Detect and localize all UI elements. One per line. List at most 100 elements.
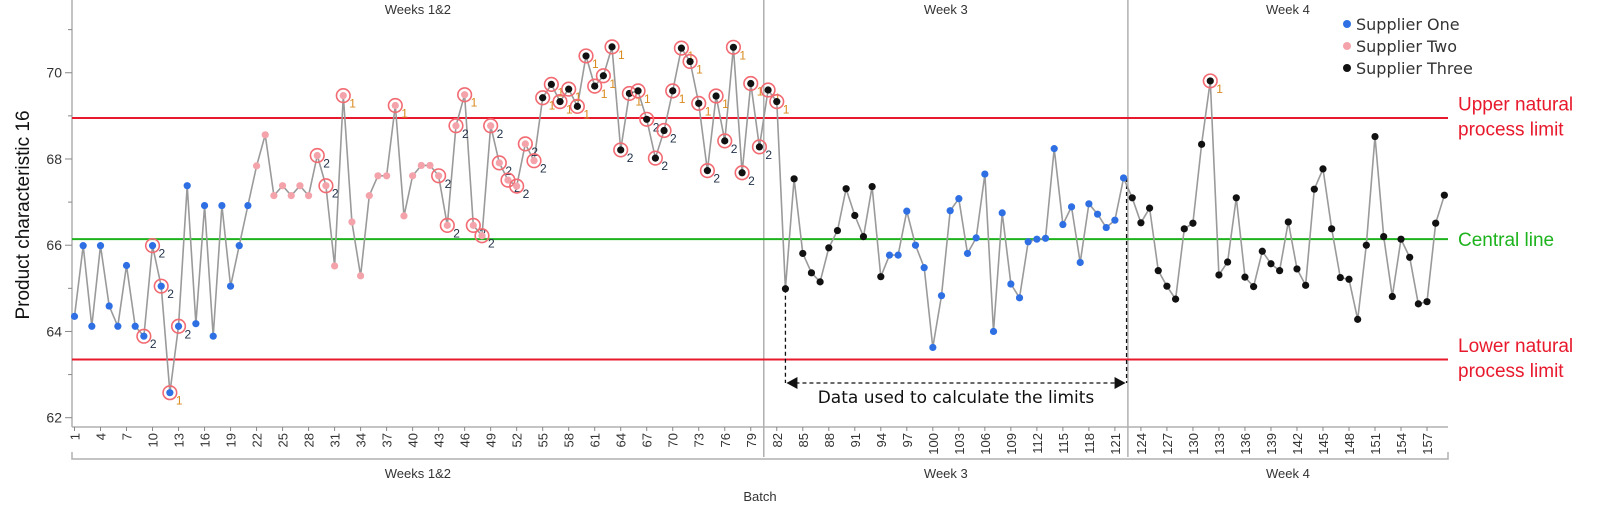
data-point (981, 170, 989, 178)
rule-flag-label: 1 (583, 107, 590, 121)
data-point (1189, 219, 1197, 227)
data-point (738, 169, 746, 177)
data-point (296, 182, 304, 190)
limit-label-upper: Upper natural (1458, 95, 1573, 116)
rule-flag-label: 2 (332, 187, 339, 201)
phase-label-top: Weeks 1&2 (385, 2, 451, 17)
rule-violation-ring (431, 168, 447, 184)
x-tick-label: 142 (1290, 433, 1305, 455)
x-tick-label: 100 (926, 433, 941, 455)
rule-flag-label: 2 (167, 287, 174, 301)
x-tick-label: 85 (796, 433, 811, 447)
x-tick-label: 58 (562, 433, 577, 447)
rule-violation-ring (387, 97, 403, 114)
x-tick-label: 118 (1082, 433, 1097, 454)
rule-violation-ring (448, 118, 464, 134)
data-point (426, 161, 434, 170)
x-tick-label: 49 (484, 433, 499, 447)
data-point (1397, 235, 1405, 243)
x-tick-label: 112 (1030, 433, 1045, 454)
rule-violation-ring (760, 82, 776, 98)
rule-violation-ring (604, 39, 620, 55)
x-axis-title: Batch (743, 489, 776, 504)
data-point (105, 302, 113, 310)
data-point (1137, 219, 1145, 227)
data-point (88, 322, 96, 330)
data-point (495, 159, 503, 167)
rule-violation-ring (587, 78, 603, 94)
data-point (686, 57, 694, 66)
rule-flag-label: 2 (445, 177, 452, 191)
data-point (287, 192, 295, 200)
x-tick-label: 130 (1186, 433, 1201, 455)
x-tick-label: 37 (380, 433, 395, 447)
data-point (790, 175, 798, 183)
data-point (651, 154, 659, 162)
data-point (773, 98, 781, 106)
data-point (825, 244, 833, 252)
rule-violation-ring (509, 178, 525, 194)
x-tick-label: 52 (510, 433, 525, 447)
x-tick-label: 31 (328, 433, 343, 447)
limit-label-lower: Lower natural (1458, 336, 1573, 357)
data-point (1224, 258, 1232, 266)
data-point (617, 146, 625, 154)
data-point (1293, 265, 1301, 273)
data-point (218, 201, 226, 210)
rule-flag-label: 1 (635, 94, 642, 108)
rule-flag-label: 2 (531, 145, 538, 159)
data-point (192, 320, 200, 328)
data-point (539, 94, 547, 102)
data-point (513, 182, 521, 190)
data-point (1015, 294, 1024, 302)
x-tick-label: 76 (718, 433, 733, 447)
data-point (1414, 300, 1422, 308)
data-point (1102, 223, 1110, 232)
rule-flag-label: 2 (488, 237, 495, 251)
rule-violation-ring (535, 90, 551, 106)
rule-violation-ring (708, 88, 724, 104)
rule-flag-label: 2 (523, 187, 530, 201)
data-point (929, 343, 937, 352)
limit-label-lower: process limit (1458, 361, 1564, 382)
data-point (1362, 241, 1370, 249)
data-point (1059, 220, 1067, 229)
rule-flag-label: 1 (176, 394, 183, 408)
rule-flag-label: 2 (713, 172, 720, 186)
rule-flag-label: 2 (185, 327, 192, 341)
data-point (755, 143, 764, 151)
data-point (721, 137, 729, 145)
x-tick-label: 133 (1212, 433, 1227, 455)
x-tick-label: 43 (432, 433, 447, 447)
x-tick-label: 151 (1368, 433, 1383, 455)
x-tick-label: 154 (1394, 433, 1409, 455)
rule-flag-label: 1 (471, 96, 478, 110)
rule-flag-label: 2 (765, 148, 772, 162)
rule-violation-ring (543, 76, 559, 92)
rule-flag-label: 1 (783, 103, 790, 117)
data-point (677, 44, 686, 52)
legend-marker (1343, 20, 1351, 28)
data-point (400, 212, 408, 220)
rule-flag-label: 2 (159, 247, 166, 261)
legend-marker (1343, 42, 1351, 50)
rule-flag-label: 1 (722, 97, 729, 111)
rule-flag-label: 2 (453, 226, 460, 240)
rule-flag-label: 1 (757, 85, 764, 99)
rule-violation-ring (309, 147, 325, 164)
data-point (1171, 295, 1180, 303)
rule-violation-ring (595, 68, 611, 84)
data-point (911, 241, 920, 249)
data-point (1119, 174, 1128, 182)
y-tick-label: 64 (46, 323, 62, 339)
data-point (1319, 165, 1327, 173)
data-point (183, 182, 191, 190)
x-tick-label: 136 (1238, 433, 1253, 455)
x-tick-label: 106 (978, 433, 993, 455)
data-point (1345, 275, 1353, 283)
data-point (417, 161, 425, 170)
x-tick-label: 97 (900, 433, 915, 447)
data-point (1128, 194, 1136, 202)
rule-flag-label: 1 (618, 48, 625, 62)
data-point (1033, 235, 1041, 243)
